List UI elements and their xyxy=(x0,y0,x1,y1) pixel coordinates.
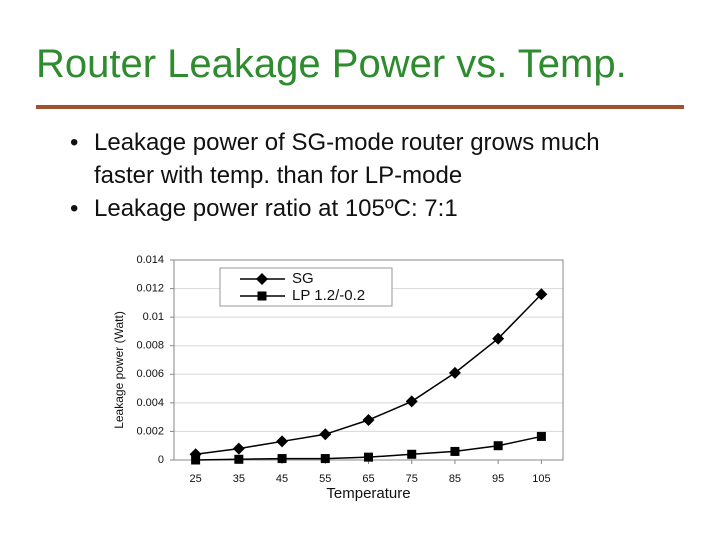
marker xyxy=(276,435,289,448)
x-tick-label: 75 xyxy=(406,473,418,485)
x-tick-label: 85 xyxy=(449,473,461,485)
marker xyxy=(320,454,330,464)
marker xyxy=(493,441,503,451)
slide-title: Router Leakage Power vs. Temp. xyxy=(36,42,627,86)
legend-box xyxy=(219,267,393,307)
x-tick-label: 25 xyxy=(189,473,201,485)
marker xyxy=(362,414,375,426)
y-tick-label: 0.014 xyxy=(136,254,164,266)
y-tick-label: 0.012 xyxy=(136,282,164,294)
marker xyxy=(407,449,417,459)
y-tick-label: 0.006 xyxy=(136,368,164,380)
marker xyxy=(234,454,244,464)
x-axis-label: Temperature xyxy=(326,485,410,502)
y-tick-label: 0.008 xyxy=(136,340,164,352)
marker xyxy=(256,273,268,285)
bullet-list: Leakage power of SG-mode router grows mu… xyxy=(60,126,660,225)
marker xyxy=(364,452,373,462)
marker xyxy=(448,366,461,379)
x-tick-label: 65 xyxy=(362,473,374,485)
marker xyxy=(191,455,201,465)
bullet: Leakage power ratio at 105ºC: 7:1 xyxy=(60,192,660,225)
x-tick-label: 35 xyxy=(233,473,245,485)
x-tick-label: 45 xyxy=(276,473,288,485)
marker xyxy=(257,291,267,301)
x-tick-label: 105 xyxy=(532,473,550,485)
y-tick-label: 0 xyxy=(158,454,164,466)
marker xyxy=(492,332,505,345)
marker xyxy=(232,442,245,455)
marker xyxy=(405,395,418,408)
marker xyxy=(450,446,460,456)
marker xyxy=(535,288,548,301)
legend-label: SG xyxy=(292,270,314,287)
marker xyxy=(319,428,332,441)
legend-label: LP 1.2/-0.2 xyxy=(292,287,365,304)
y-tick-label: 0.01 xyxy=(143,311,164,323)
x-tick-label: 55 xyxy=(319,473,331,485)
y-tick-label: 0.002 xyxy=(136,425,164,437)
marker xyxy=(277,454,287,464)
y-axis-label: Leakage power (Watt) xyxy=(112,311,126,429)
title-rule xyxy=(36,105,684,109)
marker xyxy=(536,431,546,441)
x-tick-label: 95 xyxy=(492,473,504,485)
y-tick-label: 0.004 xyxy=(136,397,164,409)
bullet: Leakage power of SG-mode router grows mu… xyxy=(60,126,660,192)
